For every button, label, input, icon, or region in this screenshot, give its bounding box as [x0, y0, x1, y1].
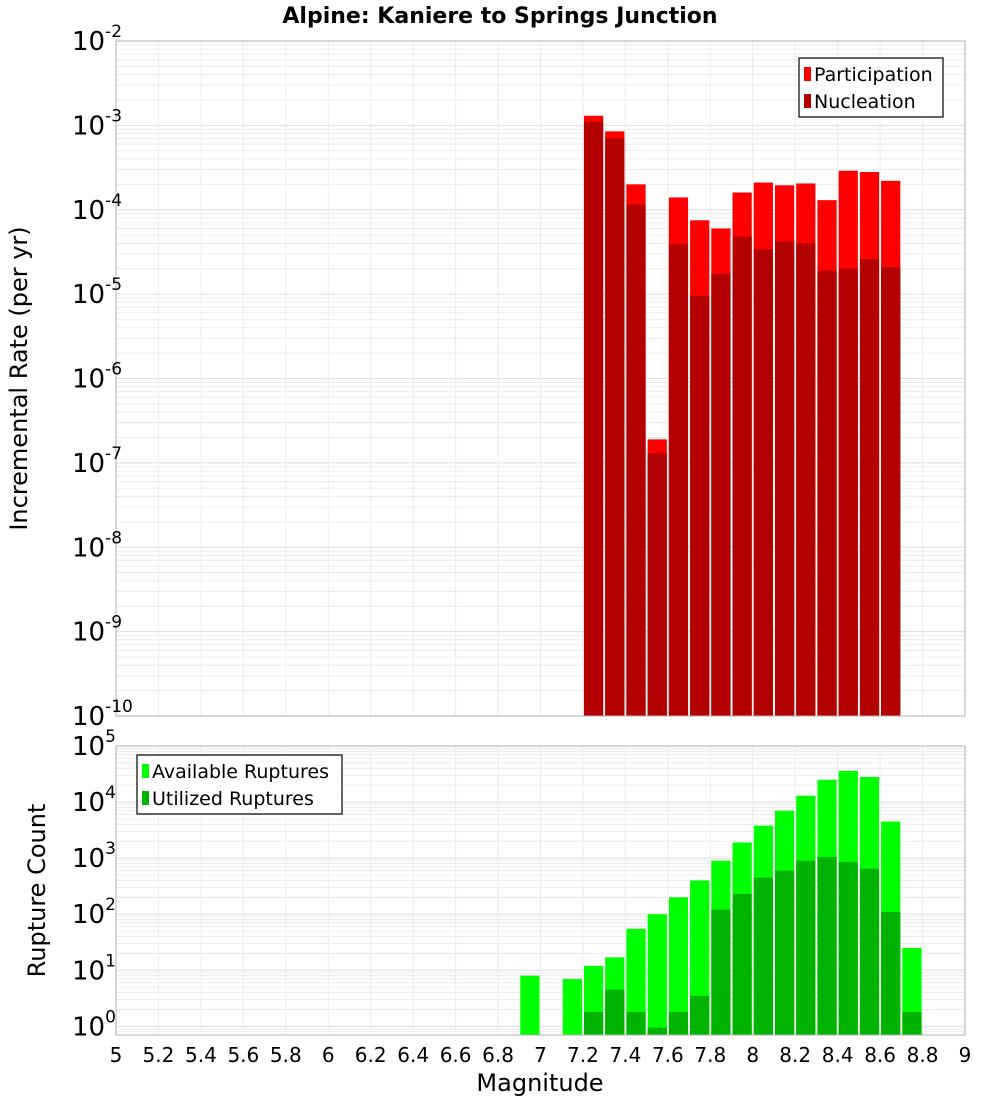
y-tick-label: 10-2 — [72, 22, 122, 57]
y-tick-label: 10-8 — [72, 528, 122, 563]
count-bar-secondary — [626, 1012, 646, 1035]
legend-label: Available Ruptures — [152, 761, 329, 783]
chart-title: Alpine: Kaniere to Springs Junction — [282, 4, 717, 29]
rupture-count-panel: 100 101 102 103 104 105 Rupture Count Available… — [23, 727, 966, 1042]
y-tick-label: 10-10 — [72, 697, 133, 732]
x-tick-label: 8.6 — [864, 1043, 896, 1067]
x-tick-label: 6.4 — [397, 1043, 429, 1067]
rate-bar-secondary — [838, 268, 858, 716]
rate-bar-secondary — [732, 236, 752, 716]
x-tick-label: 7.8 — [694, 1043, 726, 1067]
x-tick-label: 8 — [746, 1043, 759, 1067]
count-bar-secondary — [711, 909, 731, 1035]
x-tick-label: 7.2 — [567, 1043, 599, 1067]
y-tick-label: 104 — [72, 783, 116, 818]
x-tick-label: 6 — [322, 1043, 335, 1067]
x-tick-label: 6.6 — [440, 1043, 472, 1067]
count-bar-primary — [626, 928, 646, 1035]
rate-bar-secondary — [753, 249, 773, 716]
y-tick-label: 10-4 — [72, 191, 122, 226]
rate-bar-secondary — [774, 241, 795, 717]
rate-bar-secondary — [881, 266, 901, 716]
count-bar-secondary — [668, 1012, 689, 1035]
rate-bar-secondary — [690, 296, 710, 716]
count-bar-primary — [520, 975, 540, 1035]
x-tick-label: 5.8 — [270, 1043, 302, 1067]
y-axis-label: Rupture Count — [23, 804, 51, 978]
count-bar-secondary — [774, 870, 795, 1035]
count-bar-secondary — [732, 893, 752, 1035]
x-tick-label: 6.2 — [355, 1043, 387, 1067]
x-axis: 5 5.2 5.4 5.6 5.8 6 6.2 6.4 6.6 6.8 7 7.2 7.4 7.6 7.8 8… — [110, 1043, 972, 1067]
legend-swatch — [142, 764, 149, 778]
y-tick-label: 100 — [72, 1007, 116, 1042]
count-bar-secondary — [902, 1012, 922, 1035]
rate-bar-secondary — [583, 121, 604, 716]
plot-frame — [115, 745, 966, 1036]
x-tick-label: 7.6 — [652, 1043, 684, 1067]
y-tick-label: 10-7 — [72, 444, 122, 479]
x-tick-label: 6.8 — [482, 1043, 514, 1067]
legend-label: Nucleation — [814, 91, 916, 113]
rate-bar-secondary — [605, 138, 625, 717]
x-tick-label: 8.8 — [907, 1043, 939, 1067]
y-tick-label: 102 — [72, 895, 116, 930]
x-tick-label: 8.2 — [779, 1043, 811, 1067]
legend-box — [136, 754, 343, 815]
legend: Available Ruptures Utilized Ruptures — [136, 754, 343, 815]
legend-label: Participation — [814, 64, 933, 86]
count-bar-secondary — [838, 862, 858, 1035]
count-bar-secondary — [605, 989, 625, 1035]
rate-bar-secondary — [859, 259, 880, 716]
x-tick-label: 7.4 — [609, 1043, 641, 1067]
legend-swatch — [804, 67, 811, 81]
rate-bar-secondary — [711, 273, 731, 716]
incremental-rate-panel: 10-10 10-9 10-8 10-7 10-6 10-5 10-4 10-3 10-2 Inc… — [5, 22, 966, 732]
count-bar-secondary — [796, 860, 816, 1035]
x-tick-label: 5.6 — [227, 1043, 259, 1067]
count-bar-primary — [562, 978, 582, 1035]
count-bar-primary — [668, 897, 689, 1035]
count-bar-primary — [647, 914, 667, 1035]
x-axis-label: Magnitude — [476, 1069, 603, 1097]
y-tick-label: 10-9 — [72, 613, 122, 648]
legend-swatch — [804, 94, 811, 108]
x-tick-label: 5 — [110, 1043, 123, 1067]
x-tick-label: 8.4 — [822, 1043, 854, 1067]
y-tick-label: 10-6 — [72, 360, 122, 395]
rate-bar-secondary — [668, 244, 689, 717]
count-bar-secondary — [690, 995, 710, 1035]
y-tick-label: 103 — [72, 839, 116, 874]
x-tick-label: 5.2 — [143, 1043, 175, 1067]
count-bar-secondary — [647, 1027, 667, 1035]
count-bar-secondary — [881, 911, 901, 1035]
rate-bar-secondary — [817, 270, 837, 716]
legend-swatch — [142, 791, 149, 805]
rate-bar-secondary — [647, 453, 667, 716]
plot-frame — [115, 40, 966, 717]
legend-box — [798, 57, 944, 118]
y-tick-label: 10-5 — [72, 275, 122, 310]
x-tick-label: 7 — [534, 1043, 547, 1067]
rate-bar-secondary — [626, 204, 646, 717]
x-tick-label: 9 — [959, 1043, 972, 1067]
legend-label: Utilized Ruptures — [152, 788, 314, 810]
count-bar-secondary — [859, 868, 880, 1035]
x-tick-label: 5.4 — [185, 1043, 217, 1067]
legend: Participation Nucleation — [798, 57, 944, 118]
rate-bar-secondary — [796, 243, 816, 717]
y-tick-label: 10-3 — [72, 106, 122, 141]
count-bar-secondary — [817, 856, 837, 1035]
y-axis-label: Incremental Rate (per yr) — [5, 226, 33, 530]
count-bar-secondary — [583, 1012, 604, 1035]
y-tick-label: 101 — [72, 951, 116, 986]
y-tick-label: 105 — [72, 727, 116, 762]
count-bar-secondary — [753, 877, 773, 1035]
